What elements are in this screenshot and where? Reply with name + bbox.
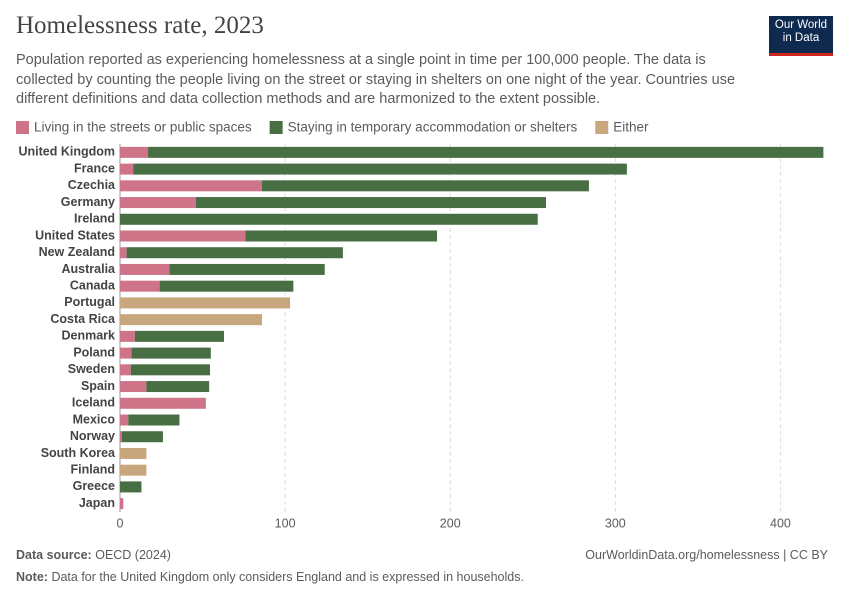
bar-segment <box>131 347 211 359</box>
bar-segment <box>120 397 206 409</box>
legend-swatch <box>269 121 283 134</box>
y-tick-label: Sweden <box>68 362 115 376</box>
y-tick-label: Norway <box>70 429 115 443</box>
y-tick-label: United Kingdom <box>18 145 115 159</box>
bar-segment <box>126 247 343 259</box>
x-tick-label: 300 <box>605 516 626 530</box>
bar-segment <box>130 364 210 376</box>
x-tick-label: 400 <box>770 516 791 530</box>
bar-segment <box>120 481 142 493</box>
note-label: Note: <box>16 570 48 584</box>
bar-segment <box>120 498 124 510</box>
source-text: OECD (2024) <box>95 548 171 562</box>
legend-swatch <box>595 121 609 134</box>
bar-segment <box>148 146 824 158</box>
y-tick-label: Australia <box>62 262 117 276</box>
logo-text: Our World <box>774 19 828 31</box>
bar-segment <box>120 247 127 259</box>
y-tick-label: Czechia <box>68 178 116 192</box>
bar-segment <box>120 297 291 309</box>
y-tick-label: Canada <box>70 278 116 292</box>
legend-swatch <box>16 121 29 134</box>
bar-segment <box>128 414 180 426</box>
bar-segment <box>159 280 294 292</box>
bar-segment <box>120 213 538 225</box>
bar-segment <box>120 447 147 459</box>
bar-segment <box>120 330 135 342</box>
bar-segment <box>120 431 122 443</box>
x-tick-label: 0 <box>117 516 124 530</box>
y-tick-label: Denmark <box>62 329 116 343</box>
note: Note: Data for the United Kingdom only c… <box>16 570 524 584</box>
legend-label: Living in the streets or public spaces <box>34 120 252 135</box>
bar-segment <box>195 197 546 209</box>
y-tick-label: New Zealand <box>39 245 115 259</box>
y-tick-label: Spain <box>81 379 115 393</box>
bar-segment <box>120 280 160 292</box>
bar-segment <box>262 180 589 192</box>
bar-segment <box>120 163 134 175</box>
y-tick-label: South Korea <box>41 446 116 460</box>
logo[interactable]: Our World in Data <box>769 16 833 56</box>
bar-segment <box>169 263 325 275</box>
source-label: Data source: <box>16 548 92 562</box>
y-tick-label: Costa Rica <box>50 312 116 326</box>
y-tick-label: Mexico <box>73 412 116 426</box>
bar-segment <box>120 364 131 376</box>
bar-segment <box>121 431 163 443</box>
legend-label: Either <box>613 120 649 135</box>
y-tick-label: Ireland <box>74 212 115 226</box>
bar-segment <box>134 330 225 342</box>
y-tick-label: Japan <box>79 496 115 510</box>
note-text: Data for the United Kingdom only conside… <box>51 570 524 584</box>
bar-segment <box>245 230 438 242</box>
source: Data source: OECD (2024) <box>16 548 171 562</box>
bar-segment <box>120 347 132 359</box>
bar-segment <box>133 163 627 175</box>
bar-segment <box>120 180 262 192</box>
bar-segment <box>146 381 210 393</box>
y-tick-label: France <box>74 161 115 175</box>
url[interactable]: OurWorldinData.org/homelessness | CC BY <box>585 548 828 562</box>
bar-segment <box>120 146 149 158</box>
chart-subtitle: Population reported as experiencing home… <box>16 52 736 107</box>
x-tick-label: 200 <box>440 516 461 530</box>
y-tick-label: Finland <box>71 462 115 476</box>
y-tick-label: Portugal <box>64 295 115 309</box>
legend-label: Staying in temporary accommodation or sh… <box>288 120 578 135</box>
bar-segment <box>120 197 196 209</box>
bar-segment <box>120 263 170 275</box>
y-tick-label: United States <box>35 228 115 242</box>
chart-title: Homelessness rate, 2023 <box>16 12 264 39</box>
x-tick-label: 100 <box>275 516 296 530</box>
bar-segment <box>120 230 246 242</box>
bar-segment <box>120 314 262 326</box>
bar-segment <box>120 381 147 393</box>
y-tick-label: Poland <box>73 345 115 359</box>
bar-segment <box>120 414 129 426</box>
y-tick-label: Greece <box>73 479 115 493</box>
bar-segment <box>120 464 147 476</box>
logo-text: in Data <box>782 32 820 44</box>
y-tick-label: Iceland <box>72 396 115 410</box>
y-tick-label: Germany <box>61 195 115 209</box>
